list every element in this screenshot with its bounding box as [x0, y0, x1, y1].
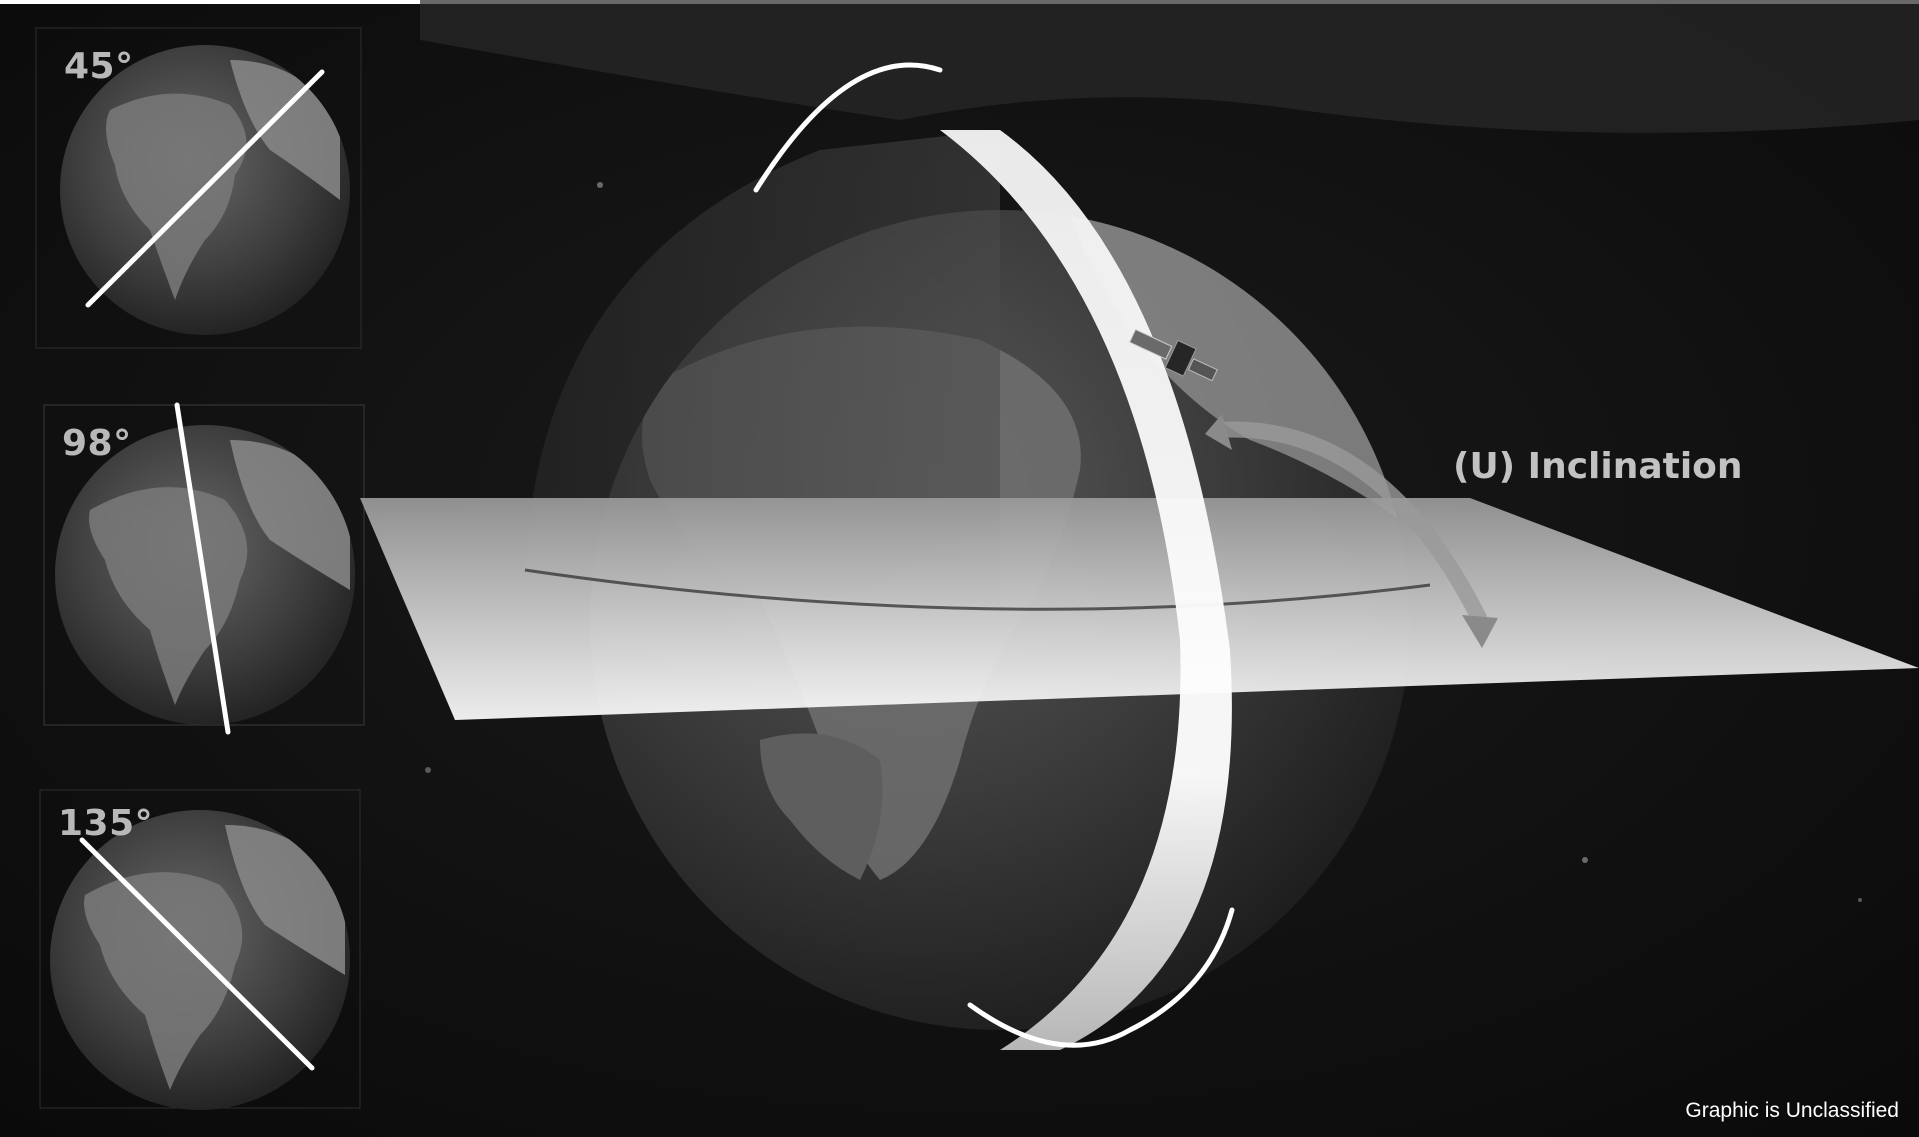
satellite-icon	[1128, 328, 1218, 382]
orbit-line-45	[85, 69, 325, 308]
inclination-arrowhead-bottom	[1462, 615, 1498, 648]
inclination-label-135: 135°	[58, 803, 154, 844]
inclination-label-45: 45°	[64, 46, 134, 87]
orbit-arc-top	[753, 62, 943, 193]
main-inclination-label: (U) Inclination	[1453, 446, 1743, 487]
star	[425, 767, 431, 773]
inset-earth-45	[60, 45, 350, 335]
orbit-ring-band	[940, 130, 1232, 1050]
orbit-arc-bottom	[967, 907, 1235, 1048]
inset-earth-135	[50, 810, 350, 1110]
inset-frame-98	[43, 404, 365, 726]
inclination-label-98: 98°	[62, 423, 132, 464]
inclination-angle-arc	[1217, 421, 1488, 624]
star	[597, 182, 603, 188]
inset-frame-45	[35, 27, 362, 349]
upper-hemisphere-shade	[525, 130, 1000, 605]
star	[1582, 857, 1588, 863]
classification-marking: Graphic is Unclassified	[1685, 1099, 1899, 1122]
orbit-line-98	[174, 402, 231, 735]
inset-earth-98	[55, 402, 355, 735]
background-landmass	[420, 0, 1919, 133]
orbit-line-135	[79, 837, 315, 1071]
star	[1858, 898, 1862, 902]
inclination-arrowhead-top	[1205, 414, 1232, 450]
earth-plane-intersection	[524, 568, 1431, 611]
